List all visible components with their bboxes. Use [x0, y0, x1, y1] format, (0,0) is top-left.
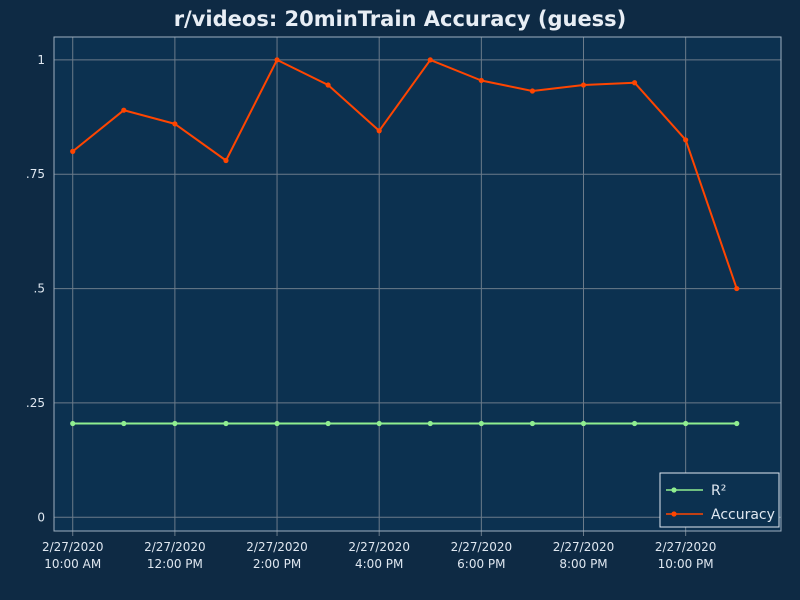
- x-tick-label: 12:00 PM: [147, 557, 203, 571]
- x-tick-label: 8:00 PM: [559, 557, 607, 571]
- y-tick-label: .25: [26, 396, 45, 410]
- data-point: [580, 82, 587, 88]
- x-tick-date: 2/27/2020: [655, 540, 717, 554]
- x-tick-date: 2/27/2020: [553, 540, 615, 554]
- data-point: [274, 420, 280, 427]
- data-point: [325, 420, 331, 427]
- legend-box: [659, 472, 780, 528]
- data-point: [325, 82, 331, 88]
- x-tick-label: 4:00 PM: [355, 557, 403, 571]
- data-point: [631, 80, 638, 86]
- y-tick-label: .5: [34, 282, 45, 296]
- plot-border: [53, 36, 782, 532]
- data-point: [529, 420, 536, 427]
- legend-label: R²: [711, 483, 726, 499]
- y-tick-label: .75: [26, 167, 45, 181]
- data-point: [683, 137, 689, 143]
- data-point: [223, 157, 229, 164]
- x-tick-date: 2/27/2020: [348, 540, 410, 554]
- data-point: [734, 420, 740, 427]
- data-point: [580, 420, 587, 427]
- legend: R² Accuracy: [659, 472, 780, 528]
- data-point: [376, 128, 382, 134]
- data-point: [427, 420, 433, 427]
- series-line-1: [72, 58, 738, 289]
- data-point: [427, 57, 433, 63]
- data-point: [631, 420, 638, 427]
- x-tick-date: 2/27/2020: [246, 540, 308, 554]
- data-point: [223, 420, 229, 427]
- legend-swatch-marker: [671, 487, 677, 493]
- x-tick-date: 2/27/2020: [144, 540, 206, 554]
- x-tick-label: 2:00 PM: [253, 557, 301, 571]
- x-tick-label: 10:00 PM: [658, 557, 714, 571]
- data-point: [172, 420, 178, 427]
- legend-label: Accuracy: [711, 507, 775, 523]
- data-point: [529, 88, 536, 94]
- chart-title: r/videos: 20minTrain Accuracy (guess): [174, 7, 627, 31]
- x-tick-date: 2/27/2020: [451, 540, 513, 554]
- data-point: [172, 121, 178, 127]
- y-tick-label: 0: [37, 510, 45, 524]
- legend-swatch-marker: [671, 511, 677, 517]
- y-tick-label: 1: [37, 53, 45, 67]
- data-point: [70, 420, 76, 427]
- data-point: [121, 420, 127, 427]
- data-point: [121, 107, 127, 113]
- data-point: [376, 420, 382, 427]
- data-point: [478, 420, 484, 427]
- data-point: [274, 57, 280, 63]
- x-tick-date: 2/27/2020: [42, 540, 104, 554]
- data-point: [478, 77, 484, 84]
- x-tick-label: 6:00 PM: [457, 557, 505, 571]
- data-point: [683, 420, 689, 427]
- plot-area: [54, 37, 781, 531]
- x-tick-label: 10:00 AM: [44, 557, 101, 571]
- data-point: [734, 285, 740, 292]
- data-point: [70, 148, 76, 154]
